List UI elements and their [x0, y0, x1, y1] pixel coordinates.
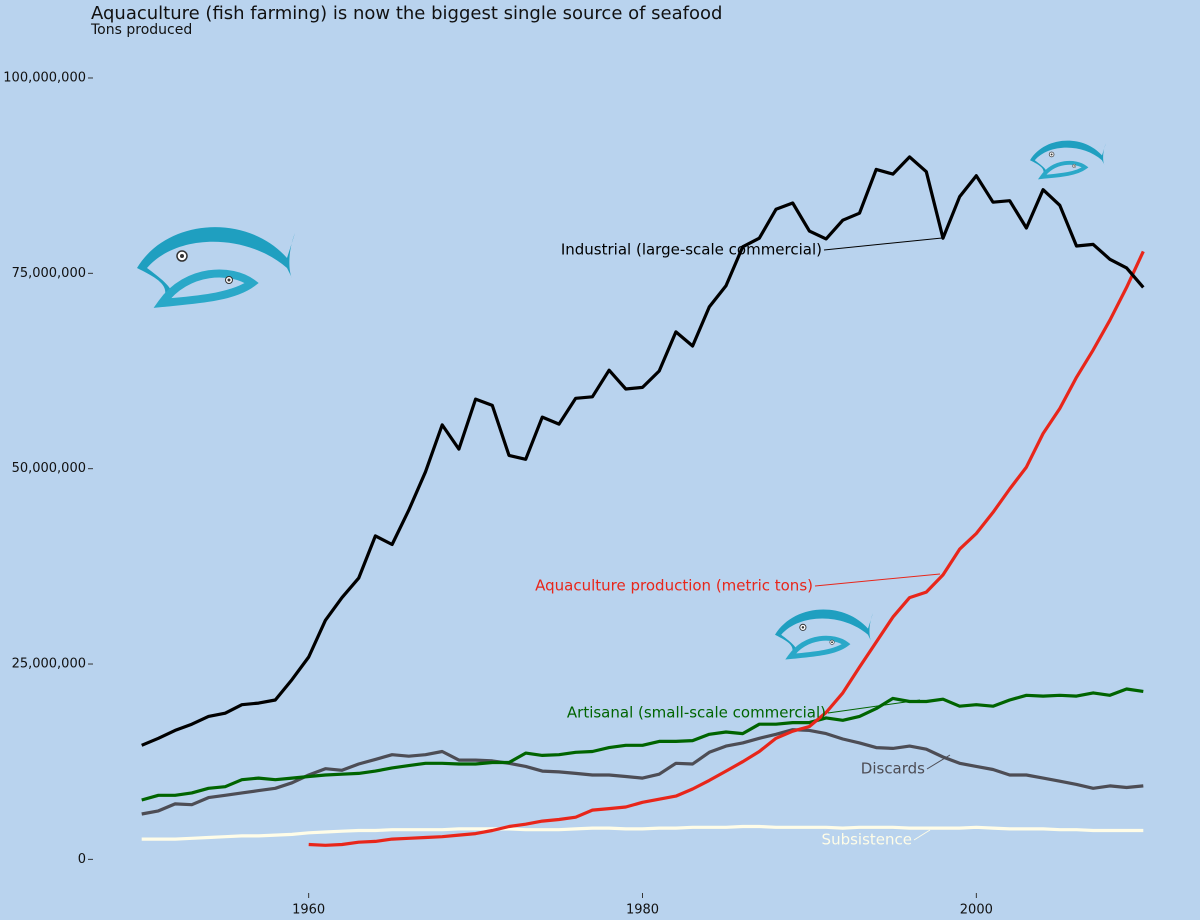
x-tick-label: 1960	[292, 903, 325, 918]
series-label: Subsistence	[822, 831, 912, 849]
series-label: Artisanal (small-scale commercial)	[567, 704, 826, 722]
label-leader	[926, 754, 951, 770]
label-leader	[823, 237, 943, 251]
series-line	[141, 687, 1144, 802]
label-leader	[827, 699, 921, 714]
x-tick-label: 1980	[626, 903, 659, 918]
chart-subtitle: Tons produced	[90, 22, 192, 38]
series-line	[141, 824, 1144, 841]
y-tick-label: 25,000,000	[12, 657, 86, 672]
y-tick-label: 75,000,000	[12, 266, 86, 281]
series-label: Aquaculture production (metric tons)	[535, 577, 813, 595]
y-tick-label: 50,000,000	[12, 461, 86, 476]
y-tick-label: 0	[78, 852, 86, 867]
series-line	[141, 155, 1145, 747]
y-tick-label: 100,000,000	[3, 70, 86, 85]
series-line	[308, 250, 1145, 847]
series-label: Discards	[861, 760, 925, 778]
label-leader	[913, 829, 931, 841]
series-label: Industrial (large-scale commercial)	[561, 241, 822, 259]
label-leader	[814, 573, 941, 587]
chart-title: Aquaculture (fish farming) is now the bi…	[91, 3, 722, 24]
fish-icon	[775, 609, 873, 658]
fish-icon	[1028, 138, 1108, 181]
x-tick-label: 2000	[960, 903, 993, 918]
fish-icon	[137, 227, 295, 306]
